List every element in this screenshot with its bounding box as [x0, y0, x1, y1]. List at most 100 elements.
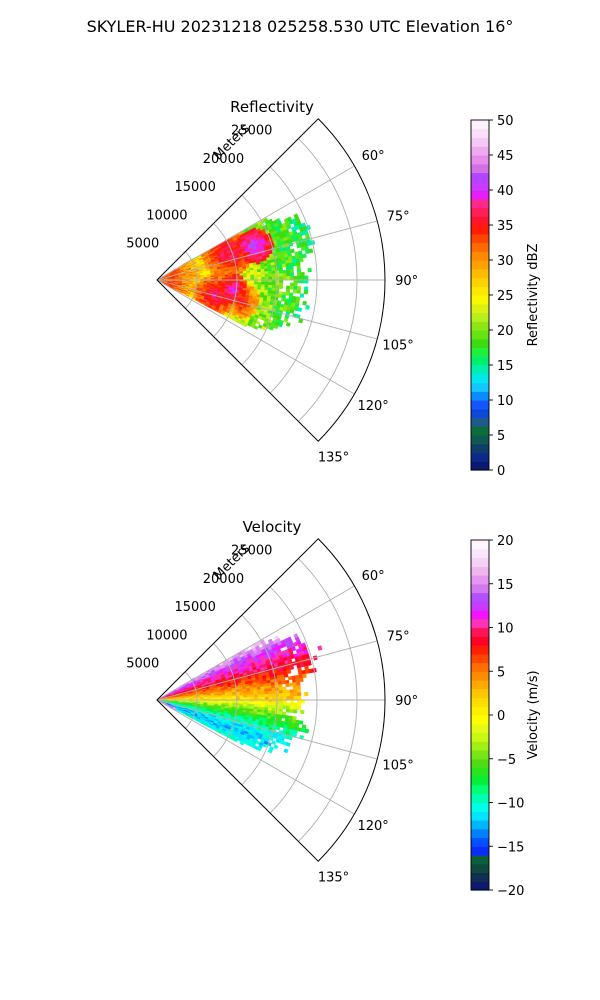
radar-gate [300, 275, 305, 280]
radar-gate [305, 304, 310, 310]
azimuth-tick-label: 135° [318, 450, 349, 465]
colorbar-swatch [471, 365, 489, 375]
radar-gate [260, 704, 266, 708]
azimuth-tick-label: 120° [357, 819, 388, 834]
radar-gate [255, 320, 261, 325]
radar-gate [289, 702, 295, 707]
radar-gate [257, 276, 262, 280]
colorbar-swatch [471, 566, 489, 576]
radar-gate [267, 268, 273, 272]
radar-gate [303, 290, 309, 295]
radar-gate [257, 701, 262, 705]
radar-gate [262, 743, 268, 748]
colorbar-swatch [471, 277, 489, 287]
radar-gate [293, 285, 298, 291]
radar-gate [246, 277, 251, 280]
radar-gate [285, 288, 291, 293]
colorbar-swatch [471, 723, 489, 734]
azimuth-gridline [156, 279, 355, 395]
radar-gate [286, 696, 291, 700]
radar-gate [264, 276, 269, 280]
colorbar-swatch [471, 417, 489, 427]
radar-gate [283, 748, 289, 754]
radar-gate [271, 284, 276, 289]
radar-gate [302, 673, 307, 679]
radar-gate [282, 705, 287, 710]
radar-gate [275, 693, 280, 697]
radar-gate [275, 288, 280, 292]
radar-gate [225, 275, 230, 279]
reflectivity-colorbar: 0 5 10 15 20 25 30 35 40 45 50 Reflectivity dBZ [470, 114, 541, 479]
radar-gate [275, 726, 281, 731]
azimuth-gridline [156, 640, 378, 701]
radar-gate [275, 696, 280, 700]
radar-gate [271, 690, 276, 695]
radar-gate [221, 697, 226, 700]
colorbar-swatch [471, 697, 489, 707]
radar-gate [267, 685, 272, 689]
radial-tick-label: 5000 [126, 657, 159, 672]
radar-gate [275, 285, 280, 289]
radar-gate [253, 274, 259, 278]
radar-gate [278, 263, 283, 268]
radar-gate [267, 688, 273, 692]
sector-frame [156, 118, 386, 442]
azimuth-gridline [156, 699, 378, 760]
radar-gate [289, 282, 295, 287]
colorbar-swatch [471, 863, 489, 874]
colorbar-tick-label: 10 [497, 394, 514, 409]
radar-gate [278, 687, 283, 691]
radar-gate [278, 690, 284, 694]
radar-gate [296, 681, 301, 687]
colorbar-swatch [471, 881, 489, 891]
radar-gate [296, 268, 302, 273]
radar-gate [271, 267, 276, 272]
colorbar-swatch [471, 575, 489, 585]
radar-gate [239, 277, 244, 280]
colorbar-swatch [471, 233, 489, 244]
radar-gate [250, 274, 255, 278]
radar-gate [289, 695, 295, 700]
radar-gate [296, 685, 301, 690]
radar-gate [285, 683, 290, 688]
radar-gate [292, 685, 298, 690]
sector-frame [156, 538, 386, 862]
radar-gate [288, 682, 294, 687]
radar-gate [260, 691, 266, 695]
colorbar-label: Velocity (m/s) [526, 670, 541, 759]
radar-gate [253, 701, 259, 705]
radar-gate [285, 742, 291, 747]
radar-gate [275, 270, 280, 275]
colorbar-swatch [471, 732, 489, 742]
radar-gate [302, 253, 307, 259]
radar-gate [261, 701, 266, 706]
radar-gate [283, 317, 289, 323]
colorbar-swatch [471, 391, 489, 401]
radar-gate [285, 269, 291, 274]
radar-gate [272, 276, 276, 280]
colorbar-swatch [471, 846, 489, 856]
colorbar-swatch [471, 557, 489, 567]
radar-gate [264, 271, 269, 275]
radar-gate [246, 701, 251, 705]
radar-gate [264, 691, 269, 695]
radar-gate [221, 277, 226, 280]
radar-gate [253, 269, 258, 273]
radar-gate [250, 277, 255, 280]
colorbar-swatch [471, 400, 489, 410]
radial-tick-label: 5000 [126, 237, 159, 252]
radar-gate [282, 269, 287, 274]
radar-gate [228, 695, 233, 699]
radial-tick-label: 25000 [231, 544, 272, 559]
colorbar-swatch [471, 207, 489, 217]
radar-gate [264, 702, 269, 706]
radar-gate [296, 261, 301, 267]
radar-gate [297, 702, 302, 707]
colorbar-swatch [471, 627, 489, 637]
radar-gate [286, 702, 291, 707]
colorbar-swatch [471, 688, 489, 699]
colorbar-swatch [471, 741, 489, 751]
colorbar-swatch [471, 303, 489, 314]
radar-gate [253, 689, 258, 693]
colorbar-swatch [471, 636, 489, 646]
